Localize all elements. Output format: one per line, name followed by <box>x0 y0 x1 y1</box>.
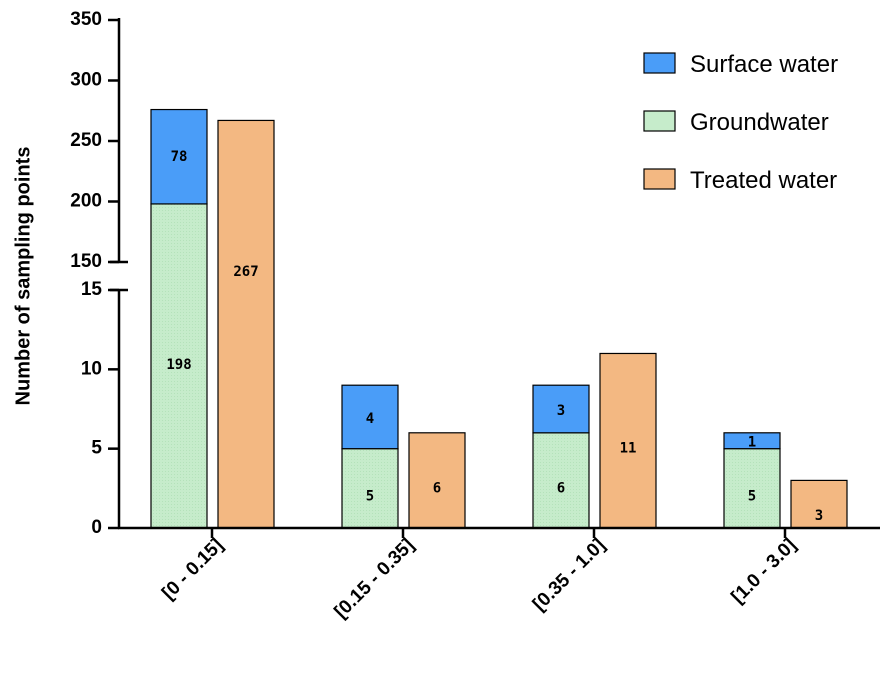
x-tick-label-cat-1: [0 - 0.15] <box>158 535 227 604</box>
legend-swatch-groundwater <box>643 110 676 132</box>
data-labels-group: 198 78 267 5 4 6 6 3 11 5 1 3 <box>166 149 823 524</box>
data-label-treated-water-cat-1: 267 <box>233 264 258 280</box>
y-tick-label-350: 350 <box>70 9 102 30</box>
data-label-surface-water-cat-1: 78 <box>171 149 188 165</box>
legend-swatch-treated-water <box>643 168 676 190</box>
bar-surface-water-cat-2 <box>341 384 399 450</box>
x-tick-label-cat-4: [1.0 - 3.0] <box>727 535 800 608</box>
legend-label-treated-water: Treated water <box>690 167 837 194</box>
data-label-treated-water-cat-4: 3 <box>815 508 823 524</box>
data-label-surface-water-cat-3: 3 <box>557 403 565 419</box>
y-tick-label-10: 10 <box>81 358 102 379</box>
legend-swatch-surface-water <box>643 52 676 74</box>
bar-surface-water-cat-3 <box>532 384 590 434</box>
y-tick-label-0: 0 <box>91 517 102 538</box>
bar-surface-water-cat-4 <box>723 432 781 450</box>
data-label-groundwater-cat-4: 5 <box>748 488 756 504</box>
x-ticks-group: [0 - 0.15] [0.15 - 0.35] [0.35 - 1.0] [1.0 … <box>158 528 801 623</box>
bar-groundwater-cat-2 <box>341 448 399 529</box>
data-label-treated-water-cat-2: 6 <box>433 480 441 496</box>
bar-groundwater-cat-4 <box>723 448 781 529</box>
y-axis-label: Number of sampling points <box>12 147 34 406</box>
y-tick-label-200: 200 <box>70 191 102 212</box>
data-label-treated-water-cat-3: 11 <box>620 441 637 457</box>
bar-groundwater-cat-1 <box>150 203 208 529</box>
bar-treated-water-cat-1 <box>217 119 275 529</box>
bar-treated-water-cat-2 <box>408 432 466 529</box>
y-tick-label-250: 250 <box>70 130 102 151</box>
legend: Surface water Groundwater Treated water <box>643 51 838 194</box>
y-tick-label-150: 150 <box>70 251 102 272</box>
x-tick-label-cat-2: [0.15 - 0.35] <box>331 535 419 623</box>
data-label-surface-water-cat-4: 1 <box>748 435 756 451</box>
x-tick-label-cat-3: [0.35 - 1.0] <box>529 535 610 616</box>
y-tick-label-300: 300 <box>70 70 102 91</box>
legend-label-groundwater: Groundwater <box>690 109 829 136</box>
data-label-groundwater-cat-1: 198 <box>166 357 191 373</box>
y-ticks-group: 0 5 10 15 150 200 250 300 350 <box>70 9 119 538</box>
data-label-groundwater-cat-3: 6 <box>557 480 565 496</box>
y-tick-label-15: 15 <box>81 279 103 300</box>
data-label-groundwater-cat-2: 5 <box>366 488 374 504</box>
bar-surface-water-cat-1 <box>150 108 208 205</box>
bars-group <box>150 108 848 529</box>
data-label-surface-water-cat-2: 4 <box>366 411 374 427</box>
y-tick-label-5: 5 <box>91 438 102 459</box>
legend-label-surface-water: Surface water <box>690 51 838 78</box>
